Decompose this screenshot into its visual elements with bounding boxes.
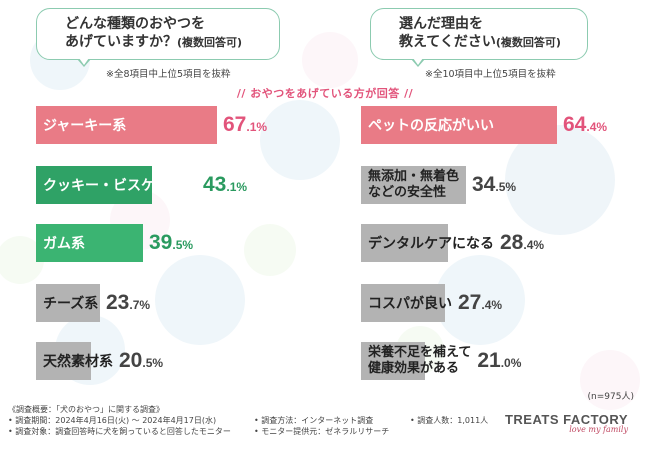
footer-title: 《調査概要：「犬のおやつ」に関する調査》: [8, 405, 164, 414]
footer-period: • 調査期間：2024年4月16日(火) ～ 2024年4月17日(水): [8, 416, 217, 425]
bar-label-line: クッキー・ビスケット系: [43, 178, 197, 194]
bar-value-label: 67.1%: [223, 113, 268, 136]
footer-provider: • モニター提供元：ゼネラルリサーチ: [254, 427, 390, 436]
bar-label-line: ガム系: [43, 236, 85, 252]
bar-label-line: ペットの反応がいい: [368, 118, 494, 134]
bar-reason-4: コスパが良い: [361, 284, 452, 322]
bar-value-label: 27.4%: [458, 291, 503, 314]
bar-treat-2: クッキー・ビスケット系: [36, 166, 197, 204]
survey-footer: 《調査概要：「犬のおやつ」に関する調査》 • 調査期間：2024年4月16日(火…: [8, 404, 231, 437]
right-question-sub: (複数回答可): [495, 36, 561, 49]
footer-target: • 調査対象：調査回答時に犬を飼っていると回答したモニター: [8, 427, 231, 436]
bar-label: ガム系: [43, 233, 85, 253]
bar-label-line: ジャーキー系: [43, 118, 127, 134]
right-question-line2: 教えてください: [399, 34, 496, 50]
sample-size: (n=975人): [587, 392, 634, 402]
bar-reason-2: 無添加・無着色 などの安全性: [361, 166, 466, 204]
bar-label: 栄養不足を補えて 健康効果がある: [368, 345, 471, 377]
bar-reason-3: デンタルケアになる: [361, 224, 494, 262]
bar-label-line: 無添加・無着色: [368, 169, 460, 184]
bar-treat-4: チーズ系: [36, 284, 100, 322]
footer-method: • 調査方法：インターネット調査: [254, 416, 374, 425]
brand-tagline: love my family: [569, 425, 628, 434]
right-question-bubble: 選んだ理由を 教えてください(複数回答可): [370, 8, 588, 67]
bar-treat-1: ジャーキー系: [36, 106, 217, 144]
bar-label: ペットの反応がいい: [368, 115, 494, 135]
bar-value-label: 34.5%: [472, 173, 517, 196]
respondent-note: // おやつをあげている方が回答 //: [236, 87, 414, 100]
bar-label-line: 栄養不足を補えて: [368, 345, 472, 360]
left-question-bubble: どんな種類のおやつを あげていますか？(複数回答可): [36, 8, 280, 67]
bar-value-label: 43.1%: [203, 173, 248, 196]
bar-value-label: 21.0%: [477, 349, 522, 372]
left-question-sub: (複数回答可): [177, 36, 243, 49]
bar-value-label: 39.5%: [149, 231, 194, 254]
bar-label-line: デンタルケアになる: [368, 236, 494, 252]
bar-treat-5: 天然素材系: [36, 342, 113, 380]
bar-treat-3: ガム系: [36, 224, 143, 262]
bar-reason-5: 栄養不足を補えて 健康効果がある: [361, 342, 471, 380]
bar-label: コスパが良い: [368, 293, 452, 313]
bar-value-label: 64.4%: [563, 113, 608, 136]
right-question-line1: 選んだ理由を: [399, 16, 483, 32]
left-question-line2: あげていますか？: [65, 34, 177, 50]
bar-label-line: などの安全性: [368, 185, 447, 200]
bar-value-label: 23.7%: [106, 291, 151, 314]
brand-logo: TREATS FACTORY love my family: [505, 412, 628, 434]
bar-label-line: コスパが良い: [368, 296, 452, 312]
bar-label: 天然素材系: [43, 351, 113, 371]
right-note: ※全10項目中上位5項目を抜粋: [425, 69, 556, 80]
bar-label: 無添加・無着色 などの安全性: [368, 169, 459, 201]
left-question-line1: どんな種類のおやつを: [65, 16, 205, 32]
bar-reason-1: ペットの反応がいい: [361, 106, 557, 144]
footer-respondents: • 調査人数：1,011人: [410, 416, 489, 425]
bar-label-line: チーズ系: [43, 296, 99, 312]
brand-name: TREATS FACTORY: [504, 412, 628, 427]
bar-label: デンタルケアになる: [368, 233, 494, 253]
bar-label: ジャーキー系: [43, 115, 126, 135]
bar-label-line: 天然素材系: [43, 354, 113, 370]
left-note: ※全8項目中上位5項目を抜粋: [106, 69, 231, 80]
bar-label-line: 健康効果がある: [368, 361, 460, 376]
bar-label: クッキー・ビスケット系: [43, 175, 197, 195]
bar-value-label: 28.4%: [500, 231, 545, 254]
bar-label: チーズ系: [43, 293, 98, 313]
bar-value-label: 20.5%: [119, 349, 164, 372]
